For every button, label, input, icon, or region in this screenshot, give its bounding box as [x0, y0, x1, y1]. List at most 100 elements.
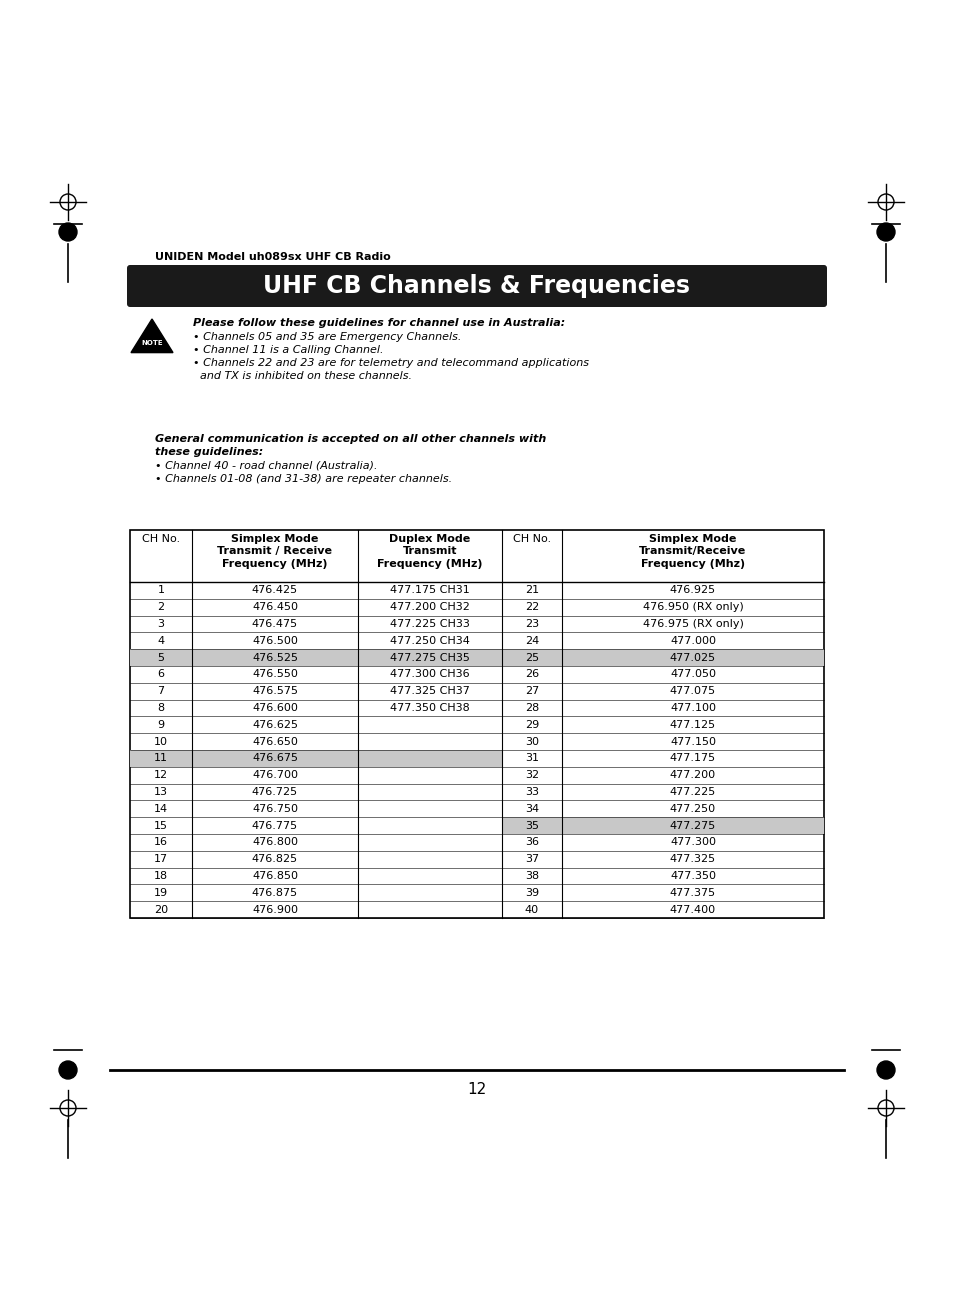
Text: 28: 28	[524, 703, 538, 712]
Text: 477.200 CH32: 477.200 CH32	[390, 602, 470, 613]
Text: 476.975 (RX only): 476.975 (RX only)	[642, 619, 742, 628]
Text: 476.700: 476.700	[252, 770, 297, 781]
Text: • Channels 22 and 23 are for telemetry and telecommand applications: • Channels 22 and 23 are for telemetry a…	[193, 358, 588, 367]
Text: 31: 31	[524, 753, 538, 764]
Text: 8: 8	[157, 703, 164, 712]
Text: 37: 37	[524, 854, 538, 865]
Text: 36: 36	[524, 837, 538, 848]
Text: 477.225 CH33: 477.225 CH33	[390, 619, 470, 628]
Bar	[501, 817, 823, 834]
Text: • Channels 01-08 (and 31-38) are repeater channels.: • Channels 01-08 (and 31-38) are repeate…	[154, 474, 452, 484]
Text: 477.350: 477.350	[669, 871, 716, 880]
Text: 7: 7	[157, 686, 164, 697]
Text: 477.225: 477.225	[669, 787, 716, 796]
Bar	[130, 530, 823, 918]
Text: • Channel 11 is a Calling Channel.: • Channel 11 is a Calling Channel.	[193, 345, 383, 356]
Text: 477.400: 477.400	[669, 904, 716, 914]
Text: 476.500: 476.500	[252, 636, 297, 646]
Text: 19: 19	[153, 888, 168, 897]
Text: 477.325 CH37: 477.325 CH37	[390, 686, 470, 697]
Text: 12: 12	[153, 770, 168, 781]
Text: 23: 23	[524, 619, 538, 628]
Text: 12: 12	[467, 1082, 486, 1097]
Text: 477.175: 477.175	[669, 753, 716, 764]
Text: 476.900: 476.900	[252, 904, 297, 914]
Text: 476.675: 476.675	[252, 753, 297, 764]
Text: 32: 32	[524, 770, 538, 781]
Text: 476.475: 476.475	[252, 619, 297, 628]
Text: 476.550: 476.550	[252, 669, 297, 680]
Text: 477.050: 477.050	[669, 669, 716, 680]
Text: 14: 14	[153, 804, 168, 813]
Text: 476.850: 476.850	[252, 871, 297, 880]
Text: 13: 13	[153, 787, 168, 796]
Text: • Channel 40 - road channel (Australia).: • Channel 40 - road channel (Australia).	[154, 461, 377, 471]
Text: 17: 17	[153, 854, 168, 865]
Text: 35: 35	[524, 820, 538, 830]
Text: 1: 1	[157, 585, 164, 596]
Text: 477.275: 477.275	[669, 820, 716, 830]
Text: 477.150: 477.150	[669, 736, 716, 747]
Text: 476.425: 476.425	[252, 585, 297, 596]
Text: 21: 21	[524, 585, 538, 596]
Text: 476.800: 476.800	[252, 837, 297, 848]
Bar	[501, 649, 823, 666]
Text: 5: 5	[157, 652, 164, 663]
Text: 476.625: 476.625	[252, 720, 297, 729]
Text: Simplex Mode
Transmit / Receive
Frequency (MHz): Simplex Mode Transmit / Receive Frequenc…	[217, 534, 333, 569]
Text: 477.075: 477.075	[669, 686, 716, 697]
Text: 26: 26	[524, 669, 538, 680]
Text: 476.650: 476.650	[252, 736, 297, 747]
Text: 477.000: 477.000	[669, 636, 716, 646]
Text: • Channels 05 and 35 are Emergency Channels.: • Channels 05 and 35 are Emergency Chann…	[193, 332, 461, 342]
Text: 477.200: 477.200	[669, 770, 716, 781]
Text: 27: 27	[524, 686, 538, 697]
Text: 476.875: 476.875	[252, 888, 297, 897]
Text: CH No.: CH No.	[513, 534, 551, 544]
Text: 477.175 CH31: 477.175 CH31	[390, 585, 470, 596]
Text: 24: 24	[524, 636, 538, 646]
Text: UHF CB Channels & Frequencies: UHF CB Channels & Frequencies	[263, 274, 690, 298]
Text: 477.250 CH34: 477.250 CH34	[390, 636, 470, 646]
Text: 16: 16	[153, 837, 168, 848]
Text: Please follow these guidelines for channel use in Australia:: Please follow these guidelines for chann…	[193, 318, 565, 328]
Text: 476.600: 476.600	[252, 703, 297, 712]
Circle shape	[876, 223, 894, 241]
Text: 476.525: 476.525	[252, 652, 297, 663]
Text: 15: 15	[153, 820, 168, 830]
Text: 477.025: 477.025	[669, 652, 716, 663]
Text: 476.725: 476.725	[252, 787, 297, 796]
Text: 477.375: 477.375	[669, 888, 716, 897]
Text: 477.350 CH38: 477.350 CH38	[390, 703, 470, 712]
Text: 29: 29	[524, 720, 538, 729]
Text: 11: 11	[153, 753, 168, 764]
Text: 476.775: 476.775	[252, 820, 297, 830]
Text: 477.275 CH35: 477.275 CH35	[390, 652, 470, 663]
Text: 476.575: 476.575	[252, 686, 297, 697]
Text: 476.750: 476.750	[252, 804, 297, 813]
Text: General communication is accepted on all other channels with: General communication is accepted on all…	[154, 434, 546, 443]
Text: 25: 25	[524, 652, 538, 663]
Text: 476.825: 476.825	[252, 854, 297, 865]
Text: 477.250: 477.250	[669, 804, 716, 813]
Text: Duplex Mode
Transmit
Frequency (MHz): Duplex Mode Transmit Frequency (MHz)	[376, 534, 482, 569]
Text: 476.925: 476.925	[669, 585, 716, 596]
Text: 477.325: 477.325	[669, 854, 716, 865]
Text: 30: 30	[524, 736, 538, 747]
Text: 477.100: 477.100	[669, 703, 716, 712]
Text: these guidelines:: these guidelines:	[154, 447, 263, 457]
Text: 6: 6	[157, 669, 164, 680]
Circle shape	[59, 1061, 77, 1078]
Text: 477.125: 477.125	[669, 720, 716, 729]
Text: 9: 9	[157, 720, 164, 729]
Text: 477.300 CH36: 477.300 CH36	[390, 669, 469, 680]
Text: NOTE: NOTE	[141, 340, 163, 346]
Polygon shape	[131, 319, 172, 353]
Bar	[130, 750, 501, 766]
Circle shape	[59, 223, 77, 241]
Text: 33: 33	[524, 787, 538, 796]
Text: 476.950 (RX only): 476.950 (RX only)	[642, 602, 742, 613]
Text: Simplex Mode
Transmit/Receive
Frequency (Mhz): Simplex Mode Transmit/Receive Frequency …	[639, 534, 746, 569]
Text: CH No.: CH No.	[142, 534, 180, 544]
Text: 2: 2	[157, 602, 164, 613]
